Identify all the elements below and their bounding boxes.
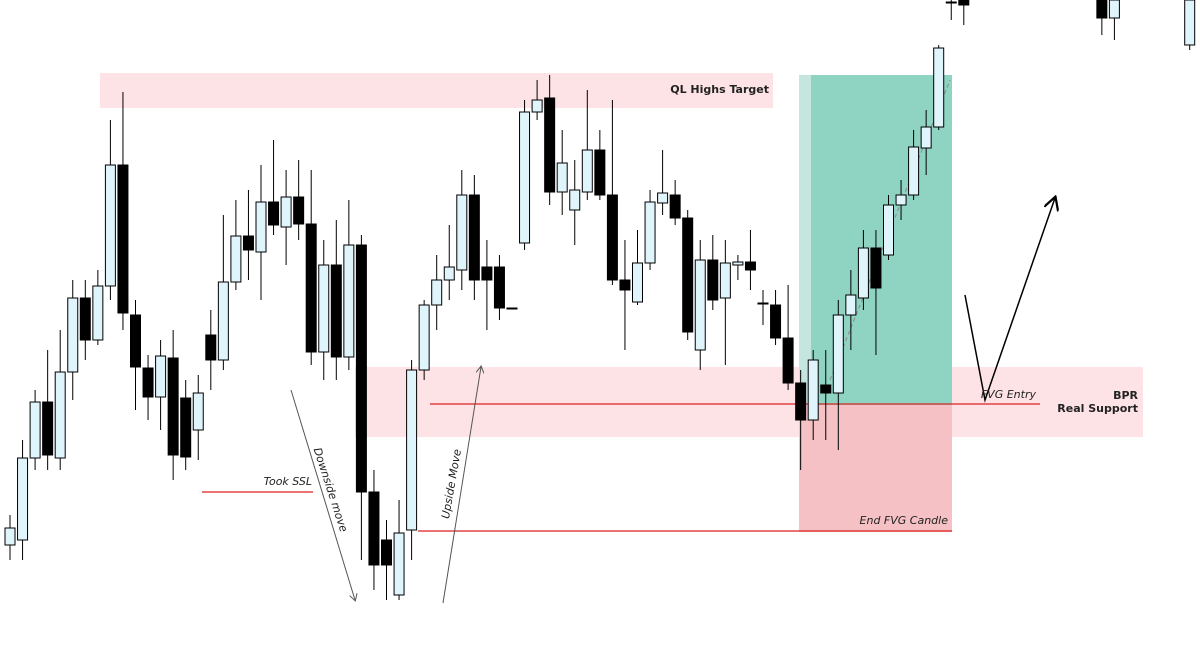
candle-body — [1096, 0, 1108, 19]
candle-body — [644, 201, 656, 264]
candle-body — [130, 314, 141, 368]
candle-body — [406, 369, 418, 531]
candles — [4, 0, 1196, 600]
candle-body — [519, 111, 531, 244]
candle-body — [883, 204, 894, 256]
down-arrow — [290, 389, 355, 600]
candle-body — [418, 304, 430, 371]
candle-body — [958, 0, 970, 6]
candle-body — [682, 217, 694, 333]
candle-body — [293, 196, 305, 225]
candle-body — [694, 259, 706, 351]
candle-body — [732, 261, 744, 266]
candle-body — [594, 149, 606, 196]
candle-body — [870, 247, 882, 289]
candle-body — [481, 266, 493, 281]
candle-body — [795, 382, 807, 421]
candle-body — [54, 371, 66, 459]
candle-body — [79, 297, 91, 341]
candle-body — [908, 146, 920, 196]
candle-body — [845, 294, 857, 316]
candle-body — [581, 149, 593, 193]
candle-body — [895, 194, 907, 206]
candle-body — [393, 532, 405, 596]
annotation: BPR — [1113, 389, 1138, 402]
candle-body — [205, 334, 217, 361]
candle-body — [355, 244, 367, 493]
candle-body — [556, 162, 568, 193]
candle-body — [268, 201, 280, 226]
candle-body — [381, 539, 392, 566]
annotation: End FVG Candle — [860, 514, 949, 527]
candle-body — [1184, 0, 1196, 46]
candle-body — [167, 357, 179, 456]
annotation: Real Support — [1057, 402, 1138, 415]
annotation: FVG Entry — [981, 388, 1037, 401]
candle-body — [707, 259, 719, 301]
candle-body — [255, 201, 267, 253]
candle-body — [318, 264, 330, 353]
candle-body — [104, 164, 116, 287]
candle-body — [4, 527, 16, 546]
candle-body — [933, 47, 945, 128]
candle-body — [606, 194, 618, 281]
candle-body — [544, 97, 556, 193]
candle-body — [67, 297, 79, 373]
candle-body — [719, 262, 731, 299]
candle-body — [468, 194, 480, 281]
candle-body — [770, 304, 782, 339]
bpr-zone — [355, 367, 1143, 437]
risk-zone — [799, 405, 952, 532]
candle-body — [757, 302, 769, 305]
candle-body — [807, 359, 819, 421]
candle-body — [531, 99, 543, 113]
candle-body — [242, 235, 254, 251]
candle-body — [431, 279, 443, 306]
candle-body — [920, 126, 932, 149]
candle-body — [368, 491, 380, 566]
candle-body — [17, 457, 29, 541]
target-zone — [100, 73, 773, 108]
annotation: QL Highs Target — [670, 83, 769, 96]
candle-body — [857, 247, 869, 299]
candle-body — [230, 235, 242, 283]
candle-body — [782, 337, 794, 384]
candle-body — [280, 196, 292, 228]
candle-body — [945, 1, 957, 4]
candle-body — [217, 281, 229, 361]
candle-body — [155, 355, 167, 398]
candle-body — [142, 367, 154, 398]
candle-body — [832, 314, 844, 394]
candle-body — [117, 164, 129, 314]
candle-body — [820, 384, 832, 394]
candle-body — [506, 307, 518, 310]
projection-arrow — [964, 198, 1055, 403]
candle-body — [192, 392, 204, 431]
entry-strip — [799, 75, 811, 405]
candle-body — [1108, 0, 1120, 19]
candle-body — [29, 401, 41, 459]
annotation: Took SSL — [264, 475, 312, 488]
candle-body — [569, 189, 581, 211]
candle-body — [42, 401, 54, 456]
candle-body — [493, 266, 505, 309]
candle-body — [669, 194, 681, 219]
candle-body — [632, 262, 643, 303]
candle-body — [92, 285, 104, 341]
up-arrow — [442, 367, 481, 604]
candle-body — [343, 244, 355, 358]
profit-zone — [811, 75, 952, 405]
candle-body — [744, 261, 756, 271]
candle-body — [180, 397, 192, 458]
candle-body — [443, 266, 455, 281]
candle-body — [330, 264, 342, 358]
annotation: Upside Move — [439, 448, 464, 520]
candle-body — [305, 223, 317, 353]
candle-body — [657, 192, 669, 204]
candle-body — [619, 279, 631, 291]
candle-body — [456, 194, 468, 271]
